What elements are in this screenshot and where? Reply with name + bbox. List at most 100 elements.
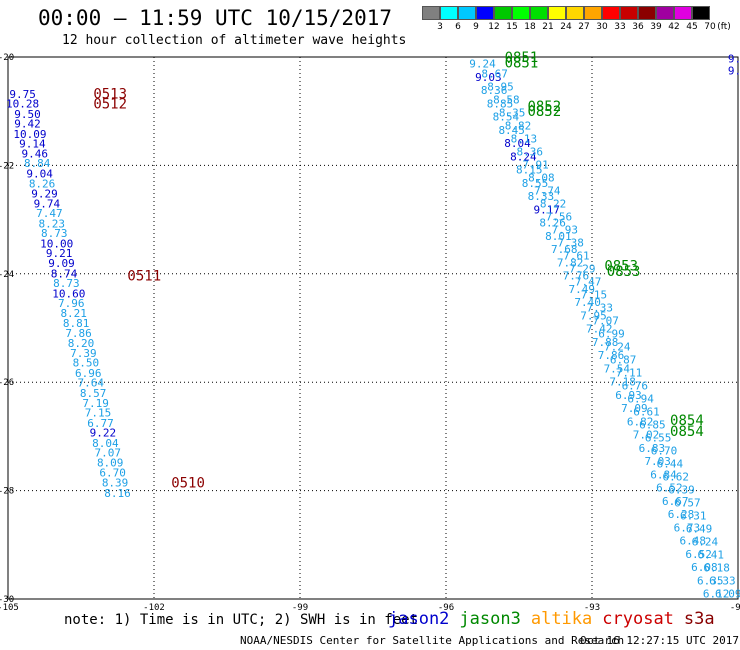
- wave-height-point: 7.15: [581, 288, 608, 301]
- wave-height-point: 7.07: [592, 314, 619, 327]
- wave-height-point: 8.74: [51, 267, 78, 280]
- wave-height-point: 8.58: [493, 93, 520, 106]
- wave-height-point: 7.19: [82, 397, 109, 410]
- colorbar-swatch: [440, 6, 458, 20]
- colorbar-swatch: [512, 6, 530, 20]
- legend-entry-s3a: s3a: [683, 609, 715, 629]
- wave-height-point: 7.39: [70, 347, 97, 360]
- wave-height-point: 6.08: [691, 561, 718, 574]
- wave-height-point: 9.24: [469, 58, 496, 71]
- pass-time-label: 0852: [527, 104, 561, 120]
- wave-height-point: 6.61: [633, 405, 660, 418]
- wave-height-point: 8.36: [481, 84, 508, 97]
- wave-height-point: 6.70: [99, 467, 126, 480]
- pass-time-label: 0854: [670, 424, 704, 440]
- wave-height-point: 6.48: [679, 535, 706, 548]
- colorbar-label: 24: [560, 22, 572, 32]
- wave-height-point: 8.73: [41, 227, 68, 240]
- wave-height-point: 7.96: [58, 297, 85, 310]
- wave-height-point: 7.29: [569, 262, 596, 275]
- wave-height-point: 9.21: [46, 247, 73, 260]
- wave-height-point: 8.81: [63, 317, 90, 330]
- colorbar-label: 21: [542, 22, 554, 32]
- x-tick-label: -96: [438, 603, 454, 613]
- wave-height-point: 10.00: [40, 237, 73, 250]
- wave-height-point: 6.44: [657, 458, 684, 471]
- wave-height-point: 9.09: [48, 257, 75, 270]
- wave-height-point: 7.38: [557, 236, 584, 249]
- wave-height-point: 8.01: [545, 230, 572, 243]
- colorbar-swatch: [458, 6, 476, 20]
- wave-height-point: 8.08: [528, 171, 555, 184]
- wave-height-point: 8.22: [540, 197, 567, 210]
- wave-height-point: 8.26: [29, 177, 56, 190]
- colorbar-label: 9: [473, 22, 479, 32]
- credit-line: NOAA/NESDIS Center for Satellite Applica…: [240, 634, 625, 647]
- page-subtitle: 12 hour collection of altimeter wave hei…: [62, 33, 407, 48]
- wave-height-point: 8.09: [97, 456, 124, 469]
- wave-height-point: 8.20: [68, 337, 95, 350]
- wave-height-point: 8.13: [511, 132, 538, 145]
- x-tick-label: -105: [0, 603, 19, 613]
- wave-height-point: 8.39: [102, 476, 129, 489]
- wave-height-point: 7.15: [85, 407, 112, 420]
- wave-height-point: 8.04: [92, 437, 119, 450]
- wave-height-point: 7.88: [592, 336, 619, 349]
- wave-height-point: 9.74: [34, 197, 61, 210]
- wave-height-point: 7.42: [586, 323, 613, 336]
- y-tick-label: -26: [0, 378, 14, 388]
- wave-height-point: 7.03: [644, 455, 671, 468]
- x-tick-label: -99: [292, 603, 308, 613]
- wave-height-point: 7.33: [587, 301, 614, 314]
- wave-height-point: 9.0: [728, 53, 740, 66]
- y-tick-label: -24: [0, 270, 14, 280]
- wave-height-point: 7.47: [36, 207, 63, 220]
- pass-time-label: 0511: [127, 268, 161, 284]
- wave-height-point: 6.09: [715, 588, 740, 601]
- colorbar-label: 70: [704, 22, 716, 32]
- wave-height-point: 7.82: [557, 256, 584, 269]
- wave-height-point: 8.55: [522, 177, 549, 190]
- wave-height-point: 7.07: [95, 447, 122, 460]
- wave-height-point: 8.33: [528, 190, 555, 203]
- pass-time-label: 0512: [93, 97, 127, 113]
- colorbar-swatch: [476, 6, 494, 20]
- wave-height-point: 6.62: [662, 471, 689, 484]
- wave-height-point: 9.0: [728, 65, 740, 78]
- colorbar-labels: 3 6 9 12 15 18 21 24 27 30 33 36 39 42 45 70 (ft): [422, 22, 740, 34]
- wave-height-point: 6.96: [75, 367, 102, 380]
- colorbar-label: 15: [506, 22, 518, 32]
- colorbar: [422, 6, 710, 20]
- wave-height-point: 7.76: [563, 270, 590, 283]
- wave-height-point: 6.24: [692, 536, 719, 549]
- colorbar-label: (ft): [717, 22, 731, 32]
- wave-height-point: 7.86: [65, 327, 92, 340]
- wave-height-point: 8.23: [39, 217, 66, 230]
- y-tick-label: -28: [0, 487, 14, 497]
- pass-time-label: 0852: [527, 99, 561, 115]
- colorbar-label: 6: [455, 22, 461, 32]
- wave-height-point: 7.24: [604, 340, 631, 353]
- legend-entry-cryosat: cryosat: [602, 609, 674, 629]
- wave-height-point: 8.50: [73, 357, 100, 370]
- wave-height-point: 6.83: [639, 442, 666, 455]
- colorbar-swatch: [530, 6, 548, 20]
- wave-height-point: 8.57: [80, 387, 107, 400]
- wave-height-point: 8.26: [539, 217, 566, 230]
- colorbar-label: 12: [488, 22, 500, 32]
- wave-height-point: 6.55: [645, 431, 672, 444]
- wave-height-point: 8.24: [510, 150, 537, 163]
- wave-height-point: 6.39: [668, 484, 695, 497]
- wave-height-point: 10.28: [6, 98, 39, 111]
- wave-height-point: 6.49: [686, 523, 713, 536]
- wave-height-point: 9.22: [90, 427, 117, 440]
- generated-timestamp: Oct 16 12:27:15 UTC 2017: [580, 634, 739, 647]
- wave-height-point: 10.09: [13, 128, 46, 141]
- wave-height-point: 7.93: [551, 223, 578, 236]
- y-tick-label: -20: [0, 53, 14, 63]
- colorbar-swatch: [638, 6, 656, 20]
- wave-height-point: 8.95: [487, 80, 514, 93]
- colorbar-swatch: [656, 6, 674, 20]
- legend-entry-jason2: jason2: [388, 609, 450, 629]
